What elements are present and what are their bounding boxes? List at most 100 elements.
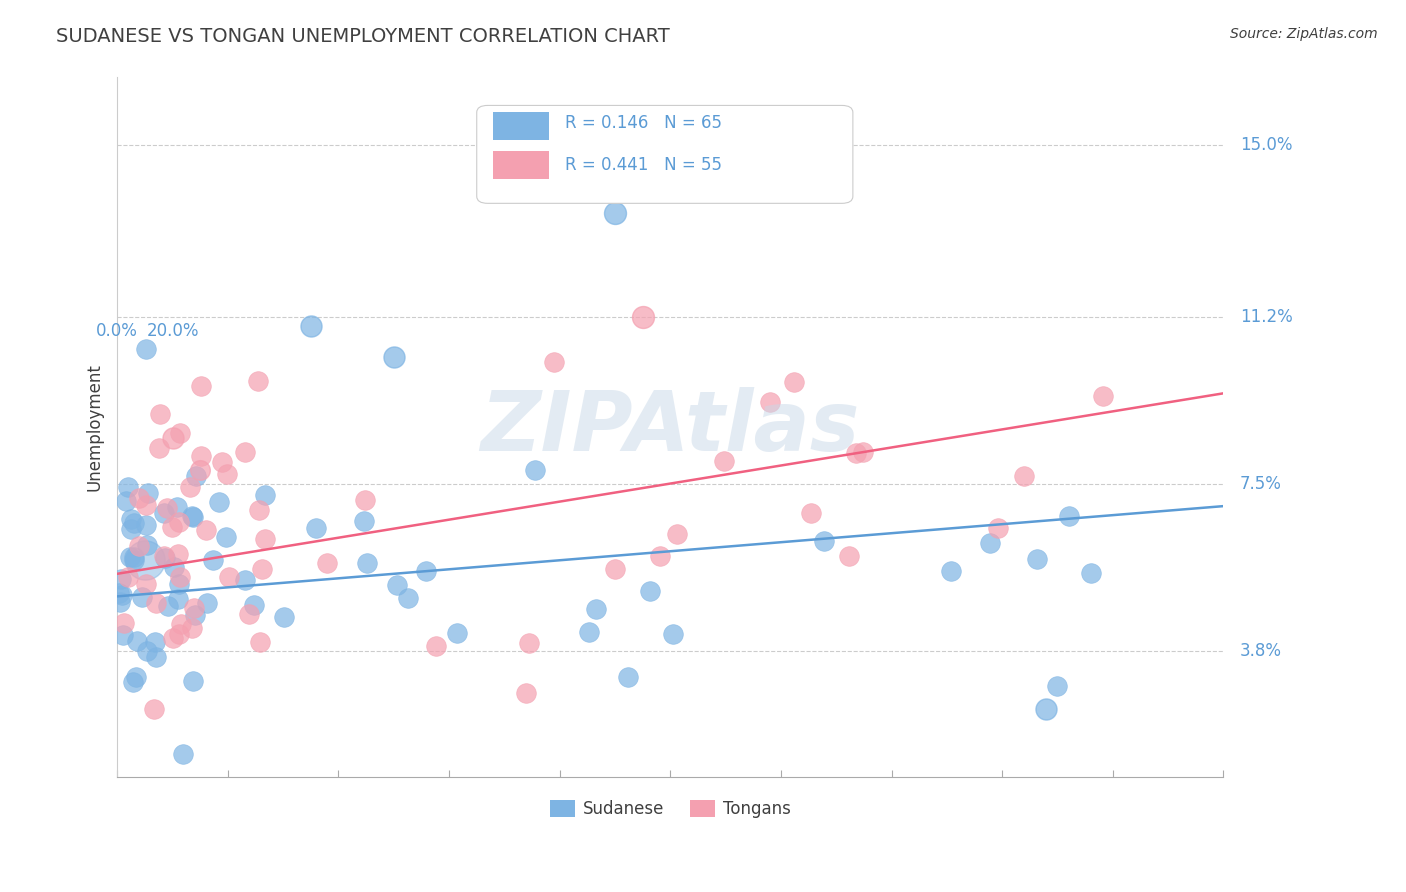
Point <box>662 627 685 641</box>
Point <box>117 570 139 584</box>
Point <box>585 602 607 616</box>
Point <box>648 549 671 563</box>
Point <box>135 518 157 533</box>
Text: Source: ZipAtlas.com: Source: ZipAtlas.com <box>1230 27 1378 41</box>
Point <box>183 674 205 689</box>
Legend: Sudanese, Tongans: Sudanese, Tongans <box>543 793 797 824</box>
Point <box>131 591 153 605</box>
Point <box>578 624 600 639</box>
Point <box>396 591 419 606</box>
Point <box>179 480 201 494</box>
Point <box>162 631 184 645</box>
Point <box>156 599 179 614</box>
Point <box>149 407 172 421</box>
Point <box>184 607 207 622</box>
Point <box>156 501 179 516</box>
Point <box>172 747 194 762</box>
Point <box>979 535 1001 549</box>
Point <box>136 539 159 553</box>
Text: 0.0%: 0.0% <box>96 322 138 340</box>
Point <box>446 626 468 640</box>
Point <box>939 564 962 578</box>
Point <box>135 499 157 513</box>
Point <box>415 564 437 578</box>
Point <box>713 454 735 468</box>
Point <box>153 506 176 520</box>
Point <box>382 350 405 364</box>
Point <box>167 591 190 606</box>
Point <box>616 670 638 684</box>
Point <box>603 206 626 220</box>
Point <box>124 670 146 684</box>
Text: 20.0%: 20.0% <box>146 322 198 340</box>
Point <box>852 444 875 458</box>
Point <box>125 634 148 648</box>
Point <box>305 521 328 535</box>
Point <box>122 549 145 564</box>
Point <box>1080 566 1102 581</box>
Point <box>845 446 868 460</box>
Point <box>181 510 204 524</box>
FancyBboxPatch shape <box>477 105 853 203</box>
Point <box>218 570 240 584</box>
Point <box>299 318 322 333</box>
Point <box>517 636 540 650</box>
Point <box>167 547 190 561</box>
Point <box>121 675 143 690</box>
Point <box>134 553 156 567</box>
Point <box>425 639 447 653</box>
FancyBboxPatch shape <box>494 112 548 140</box>
Point <box>169 570 191 584</box>
Point <box>1059 508 1081 523</box>
Point <box>758 395 780 409</box>
Point <box>135 577 157 591</box>
Text: 11.2%: 11.2% <box>1240 308 1294 326</box>
Point <box>136 643 159 657</box>
Point <box>143 702 166 716</box>
Point <box>813 533 835 548</box>
Point <box>1092 389 1115 403</box>
Point <box>208 495 231 509</box>
Point <box>152 549 174 563</box>
Point <box>184 468 207 483</box>
Point <box>783 375 806 389</box>
Point <box>247 502 270 516</box>
Point <box>166 500 188 515</box>
Text: 7.5%: 7.5% <box>1240 475 1282 492</box>
Point <box>167 627 190 641</box>
Point <box>987 521 1010 535</box>
Point <box>190 379 212 393</box>
Point <box>195 596 218 610</box>
Point <box>145 649 167 664</box>
Point <box>194 523 217 537</box>
Text: R = 0.441   N = 55: R = 0.441 N = 55 <box>565 156 723 174</box>
Point <box>211 455 233 469</box>
Point <box>190 449 212 463</box>
Point <box>523 463 546 477</box>
Point <box>238 607 260 621</box>
Text: SUDANESE VS TONGAN UNEMPLOYMENT CORRELATION CHART: SUDANESE VS TONGAN UNEMPLOYMENT CORRELAT… <box>56 27 671 45</box>
Point <box>169 425 191 440</box>
Point <box>1046 679 1069 693</box>
Point <box>188 463 211 477</box>
Text: R = 0.146   N = 65: R = 0.146 N = 65 <box>565 114 723 132</box>
Text: 15.0%: 15.0% <box>1240 136 1292 154</box>
Point <box>543 354 565 368</box>
Point <box>1035 702 1057 716</box>
Point <box>167 515 190 529</box>
Point <box>838 549 860 563</box>
Point <box>246 374 269 388</box>
Point <box>631 310 654 324</box>
Text: ZIPAtlas: ZIPAtlas <box>481 386 860 467</box>
FancyBboxPatch shape <box>494 151 548 179</box>
Point <box>143 635 166 649</box>
Point <box>250 562 273 576</box>
Point <box>353 492 375 507</box>
Point <box>605 562 627 576</box>
Point <box>118 550 141 565</box>
Point <box>181 621 204 635</box>
Point <box>167 576 190 591</box>
Point <box>162 519 184 533</box>
Point <box>217 467 239 481</box>
Point <box>170 617 193 632</box>
